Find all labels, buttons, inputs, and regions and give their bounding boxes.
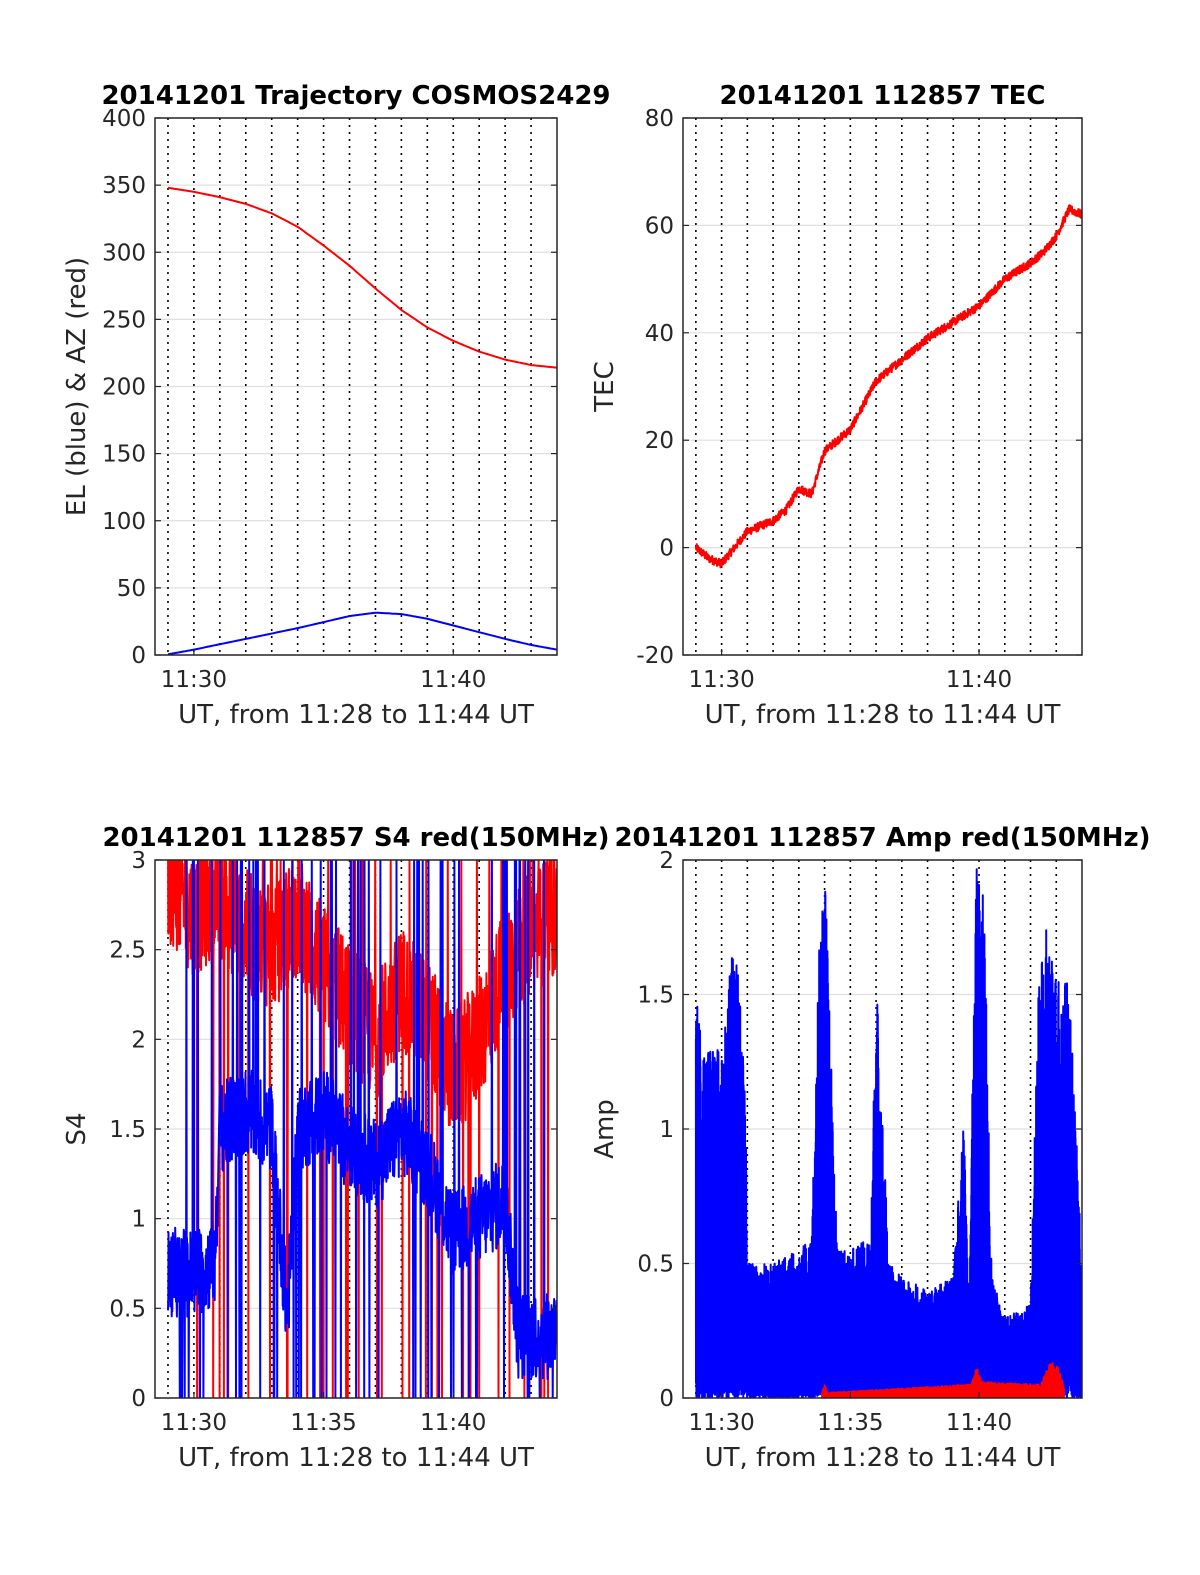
ytick-label: 0 bbox=[131, 643, 146, 669]
ytick-label: 200 bbox=[102, 375, 146, 401]
ytick-label: 1 bbox=[131, 1207, 146, 1233]
ytick-label: 80 bbox=[645, 106, 674, 132]
ytick-label: 300 bbox=[102, 240, 146, 266]
xtick-label: 11:30 bbox=[688, 667, 754, 693]
ytick-label: 1.5 bbox=[637, 983, 674, 1009]
ytick-label: 150 bbox=[102, 442, 146, 468]
x-axis-label: UT, from 11:28 to 11:44 UT bbox=[705, 700, 1061, 730]
x-axis-label: UT, from 11:28 to 11:44 UT bbox=[178, 700, 534, 730]
ytick-label: 0 bbox=[131, 1386, 146, 1412]
ytick-label: 3 bbox=[131, 848, 146, 874]
chart-title: 20141201 112857 S4 red(150MHz) bbox=[102, 823, 609, 853]
xtick-label: 11:30 bbox=[161, 1410, 227, 1436]
ytick-label: 50 bbox=[117, 576, 146, 602]
x-axis-label: UT, from 11:28 to 11:44 UT bbox=[178, 1443, 534, 1473]
y-axis-label: TEC bbox=[590, 361, 620, 412]
ytick-label: 0 bbox=[659, 1386, 674, 1412]
ytick-label: 400 bbox=[102, 106, 146, 132]
chart-panel-4: 0 0.5 1 1.5 2 11:30 11:35 11:40 20141201 112857 … bbox=[590, 823, 1151, 1473]
series-group bbox=[167, 860, 557, 1398]
ytick-label: 0 bbox=[659, 536, 674, 562]
chart-title: 20141201 112857 Amp red(150MHz) bbox=[614, 823, 1150, 853]
series-group bbox=[167, 186, 557, 655]
ytick-label: 100 bbox=[102, 509, 146, 535]
series-line-s4-blue bbox=[167, 860, 557, 1398]
ytick-label: 1.5 bbox=[109, 1117, 146, 1143]
ytick-label: 20 bbox=[645, 428, 674, 454]
xtick-label: 11:40 bbox=[420, 1410, 486, 1436]
ytick-label: 0.5 bbox=[637, 1252, 674, 1278]
ytick-label: -20 bbox=[636, 643, 674, 669]
ytick-label: 2.5 bbox=[109, 938, 146, 964]
xtick-label: 11:35 bbox=[817, 1410, 883, 1436]
ytick-label: 1 bbox=[659, 1117, 674, 1143]
xtick-label: 11:40 bbox=[946, 1410, 1012, 1436]
series-line-amp-blue bbox=[694, 868, 1082, 1398]
xtick-label: 11:40 bbox=[946, 667, 1012, 693]
chart-panel-3: 0 0.5 1 1.5 2 2.5 3 11:30 11:35 11:40 20141201 112… bbox=[62, 823, 610, 1473]
ytick-label: 250 bbox=[102, 307, 146, 333]
y-axis-label: S4 bbox=[62, 1112, 92, 1145]
chart-panel-1: 0 50 100 150 200 250 300 350 400 11:30 11:40 201412… bbox=[62, 81, 611, 730]
xtick-label: 11:30 bbox=[161, 667, 227, 693]
ytick-label: 2 bbox=[659, 848, 674, 874]
xtick-label: 11:35 bbox=[290, 1410, 356, 1436]
ytick-label: 40 bbox=[645, 321, 674, 347]
series-line-amp-red bbox=[821, 1362, 1065, 1398]
series-group bbox=[694, 868, 1082, 1398]
y-axis-label: Amp bbox=[590, 1099, 620, 1159]
chart-panel-2: -20 0 20 40 60 80 11:30 11:40 20141201 112857 TE… bbox=[590, 81, 1083, 730]
series-line-tec bbox=[694, 204, 1082, 569]
chart-title: 20141201 112857 TEC bbox=[720, 81, 1046, 111]
xtick-label: 11:30 bbox=[688, 1410, 754, 1436]
ytick-label: 2 bbox=[131, 1027, 146, 1053]
ytick-label: 0.5 bbox=[109, 1296, 146, 1322]
y-axis-label: EL (blue) & AZ (red) bbox=[62, 257, 92, 516]
plot-frame bbox=[682, 117, 1083, 656]
series-line-az bbox=[167, 186, 557, 369]
ytick-label: 60 bbox=[645, 213, 674, 239]
series-group bbox=[694, 204, 1082, 569]
x-axis-label: UT, from 11:28 to 11:44 UT bbox=[705, 1443, 1061, 1473]
series-line-el bbox=[167, 611, 557, 655]
chart-title: 20141201 Trajectory COSMOS2429 bbox=[101, 81, 610, 111]
xtick-label: 11:40 bbox=[420, 667, 486, 693]
ytick-label: 350 bbox=[102, 173, 146, 199]
